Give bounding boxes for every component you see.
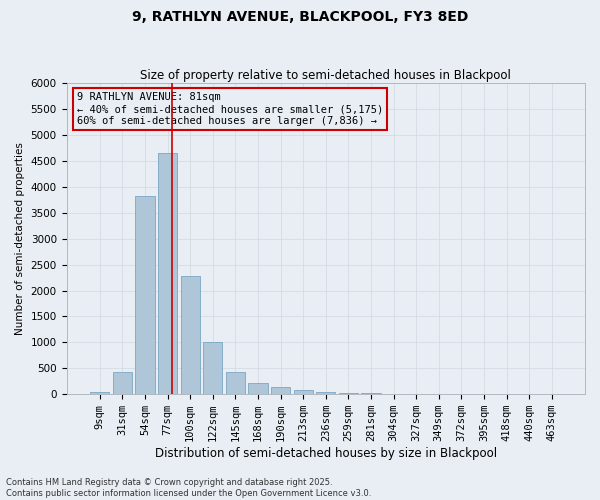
- Bar: [339, 393, 358, 394]
- Y-axis label: Number of semi-detached properties: Number of semi-detached properties: [15, 142, 25, 335]
- Bar: [293, 390, 313, 394]
- Bar: [158, 153, 177, 394]
- Bar: [90, 392, 109, 394]
- Text: 9 RATHLYN AVENUE: 81sqm
← 40% of semi-detached houses are smaller (5,175)
60% of: 9 RATHLYN AVENUE: 81sqm ← 40% of semi-de…: [77, 92, 383, 126]
- Bar: [226, 372, 245, 394]
- Text: Contains HM Land Registry data © Crown copyright and database right 2025.
Contai: Contains HM Land Registry data © Crown c…: [6, 478, 371, 498]
- Bar: [203, 342, 223, 394]
- Title: Size of property relative to semi-detached houses in Blackpool: Size of property relative to semi-detach…: [140, 69, 511, 82]
- X-axis label: Distribution of semi-detached houses by size in Blackpool: Distribution of semi-detached houses by …: [155, 447, 497, 460]
- Bar: [271, 388, 290, 394]
- Bar: [181, 276, 200, 394]
- Bar: [136, 196, 155, 394]
- Text: 9, RATHLYN AVENUE, BLACKPOOL, FY3 8ED: 9, RATHLYN AVENUE, BLACKPOOL, FY3 8ED: [132, 10, 468, 24]
- Bar: [316, 392, 335, 394]
- Bar: [113, 372, 132, 394]
- Bar: [248, 384, 268, 394]
